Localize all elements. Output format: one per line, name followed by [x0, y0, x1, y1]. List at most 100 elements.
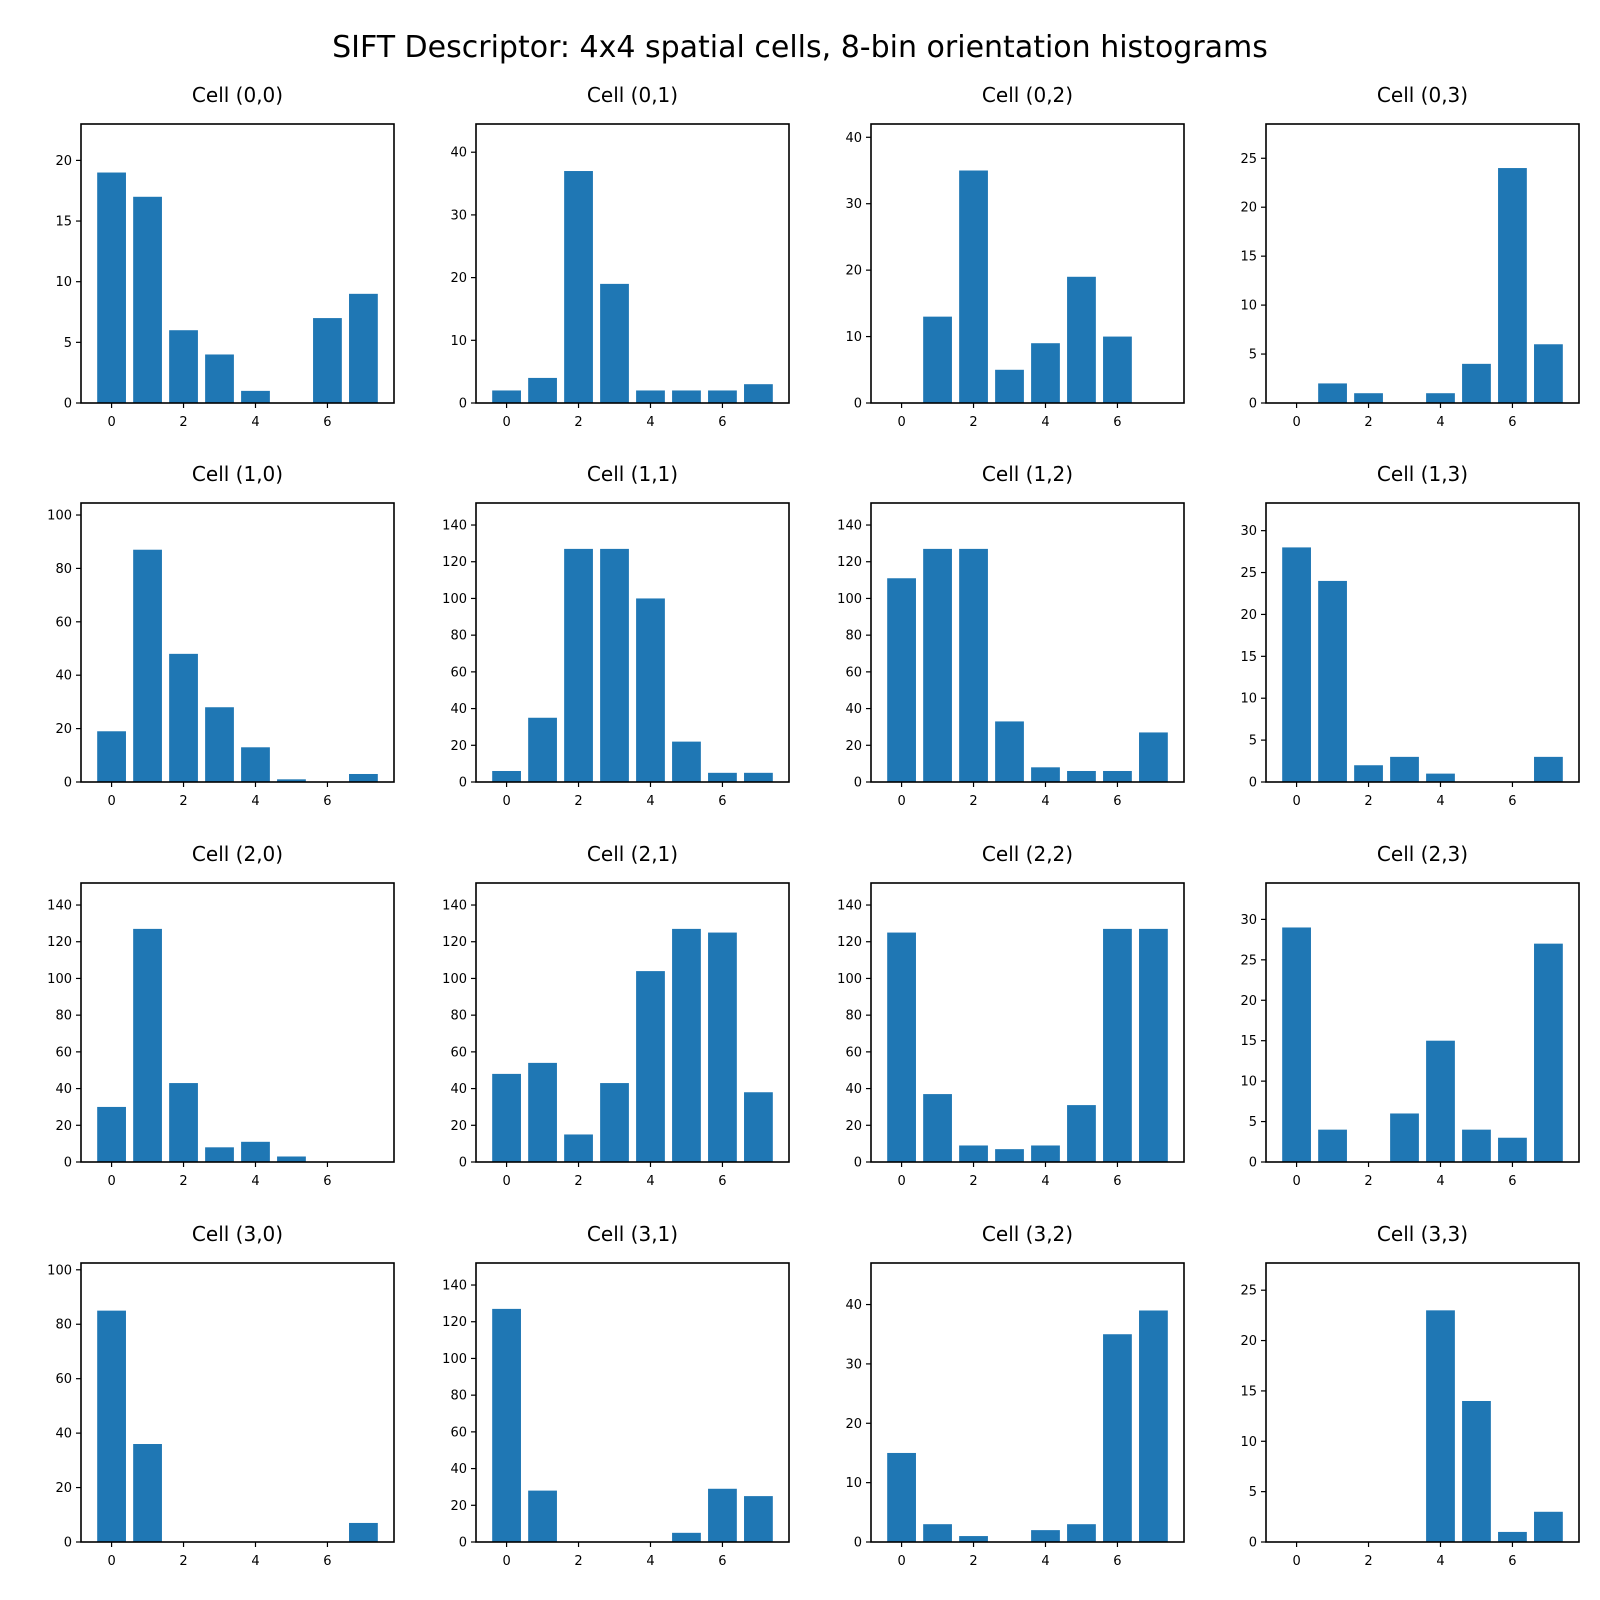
subplot-title: Cell (3,1) [587, 1222, 678, 1246]
bar-bin-3 [1390, 1113, 1419, 1162]
bar-bin-5 [277, 779, 306, 782]
bar-bin-4 [1031, 1530, 1060, 1542]
x-tick-label: 0 [107, 1554, 115, 1569]
x-tick-label: 4 [251, 794, 259, 809]
bar-bin-1 [923, 316, 952, 403]
bar-bin-1 [133, 928, 162, 1162]
bar-bin-0 [97, 172, 126, 403]
bar-bin-3 [205, 354, 234, 403]
x-tick-label: 0 [897, 1174, 905, 1189]
bar-bin-2 [959, 1536, 988, 1542]
y-tick-label: 100 [47, 509, 72, 524]
subplot-title: Cell (3,0) [192, 1222, 283, 1246]
y-tick-label: 0 [1249, 1156, 1257, 1171]
x-tick-label: 2 [179, 1174, 187, 1189]
y-tick-label: 80 [450, 629, 467, 644]
y-tick-label: 15 [1240, 1034, 1257, 1049]
subplot-cell-2-3: Cell (2,3) 0 2 4 6 0 5 10 15 20 25 30 [1240, 842, 1580, 1189]
y-tick-label: 100 [442, 972, 467, 987]
y-tick-label: 60 [55, 615, 72, 630]
y-tick-label: 100 [442, 592, 467, 607]
subplot-title: Cell (0,2) [982, 83, 1073, 107]
bar-bin-6 [1103, 1334, 1132, 1542]
bar-bin-3 [205, 707, 234, 782]
y-tick-label: 0 [854, 1536, 862, 1551]
y-tick-label: 20 [845, 739, 862, 754]
x-tick-label: 2 [574, 1554, 582, 1569]
y-tick-label: 100 [837, 972, 862, 987]
bar-bin-0 [492, 1073, 521, 1162]
subplot-cell-3-3: Cell (3,3) 0 2 4 6 0 5 10 15 20 25 [1240, 1222, 1580, 1569]
y-tick-label: 20 [845, 264, 862, 279]
y-tick-label: 0 [459, 1156, 467, 1171]
x-tick-label: 2 [969, 1554, 977, 1569]
y-tick-label: 0 [459, 776, 467, 791]
y-tick-label: 60 [450, 1045, 467, 1060]
y-tick-label: 20 [845, 1417, 862, 1432]
x-tick-label: 2 [179, 794, 187, 809]
y-tick-label: 15 [1240, 650, 1257, 665]
y-tick-label: 80 [845, 629, 862, 644]
axes-frame [870, 502, 1185, 783]
bar-bin-2 [959, 1145, 988, 1162]
subplot-cell-0-1: Cell (0,1) 0 2 4 6 0 10 20 30 40 [450, 83, 790, 430]
bar-bin-1 [923, 1524, 952, 1542]
x-tick-label: 2 [1364, 794, 1372, 809]
x-tick-label: 6 [718, 1174, 726, 1189]
bar-bin-2 [959, 170, 988, 403]
axes-frame [80, 882, 395, 1163]
bar-bin-1 [133, 1444, 162, 1542]
bar-bin-2 [1354, 765, 1383, 782]
y-tick-label: 80 [450, 1389, 467, 1404]
x-tick-label: 4 [251, 1554, 259, 1569]
x-tick-label: 0 [502, 1174, 510, 1189]
bar-bin-2 [564, 548, 593, 782]
bar-bin-2 [169, 1083, 198, 1162]
y-tick-label: 20 [845, 1119, 862, 1134]
y-tick-label: 25 [1240, 566, 1257, 581]
subplot-title: Cell (0,1) [587, 83, 678, 107]
bar-bin-1 [528, 1062, 557, 1162]
y-tick-label: 140 [442, 1279, 467, 1294]
bar-bin-1 [923, 1094, 952, 1162]
y-tick-label: 30 [1240, 913, 1257, 928]
y-tick-label: 40 [450, 702, 467, 717]
x-tick-label: 0 [1292, 1554, 1300, 1569]
axes-frame [1265, 1262, 1580, 1543]
bar-bin-7 [1139, 732, 1168, 782]
y-tick-label: 30 [1240, 524, 1257, 539]
x-tick-label: 0 [1292, 1174, 1300, 1189]
bar-bin-1 [1318, 1129, 1347, 1162]
y-tick-label: 30 [845, 197, 862, 212]
y-tick-label: 60 [845, 665, 862, 680]
y-tick-label: 40 [845, 1298, 862, 1313]
subplot-title: Cell (1,3) [1377, 462, 1468, 486]
x-tick-label: 4 [646, 415, 654, 430]
y-tick-label: 30 [450, 208, 467, 223]
x-tick-label: 6 [1508, 1554, 1516, 1569]
y-tick-label: 100 [47, 1263, 72, 1278]
y-tick-label: 120 [442, 1315, 467, 1330]
y-tick-label: 60 [845, 1045, 862, 1060]
bar-bin-4 [241, 390, 270, 403]
subplot-title: Cell (0,0) [192, 83, 283, 107]
subplot-title: Cell (1,1) [587, 462, 678, 486]
bar-bin-6 [1103, 336, 1132, 403]
bar-bin-6 [708, 1488, 737, 1542]
bar-bin-4 [1031, 767, 1060, 782]
axes-frame [475, 123, 790, 404]
bar-bin-6 [1498, 1137, 1527, 1162]
bar-bin-0 [492, 390, 521, 403]
y-tick-label: 60 [450, 1425, 467, 1440]
bar-bin-3 [995, 1149, 1024, 1162]
x-tick-label: 0 [897, 1554, 905, 1569]
bar-bin-0 [887, 578, 916, 782]
bar-bin-0 [97, 731, 126, 782]
y-tick-label: 80 [450, 1009, 467, 1024]
x-tick-label: 2 [1364, 1554, 1372, 1569]
y-tick-label: 30 [845, 1357, 862, 1372]
axes-frame [80, 502, 395, 783]
y-tick-label: 5 [1249, 1115, 1257, 1130]
bar-bin-5 [1067, 1524, 1096, 1542]
y-tick-label: 60 [55, 1372, 72, 1387]
